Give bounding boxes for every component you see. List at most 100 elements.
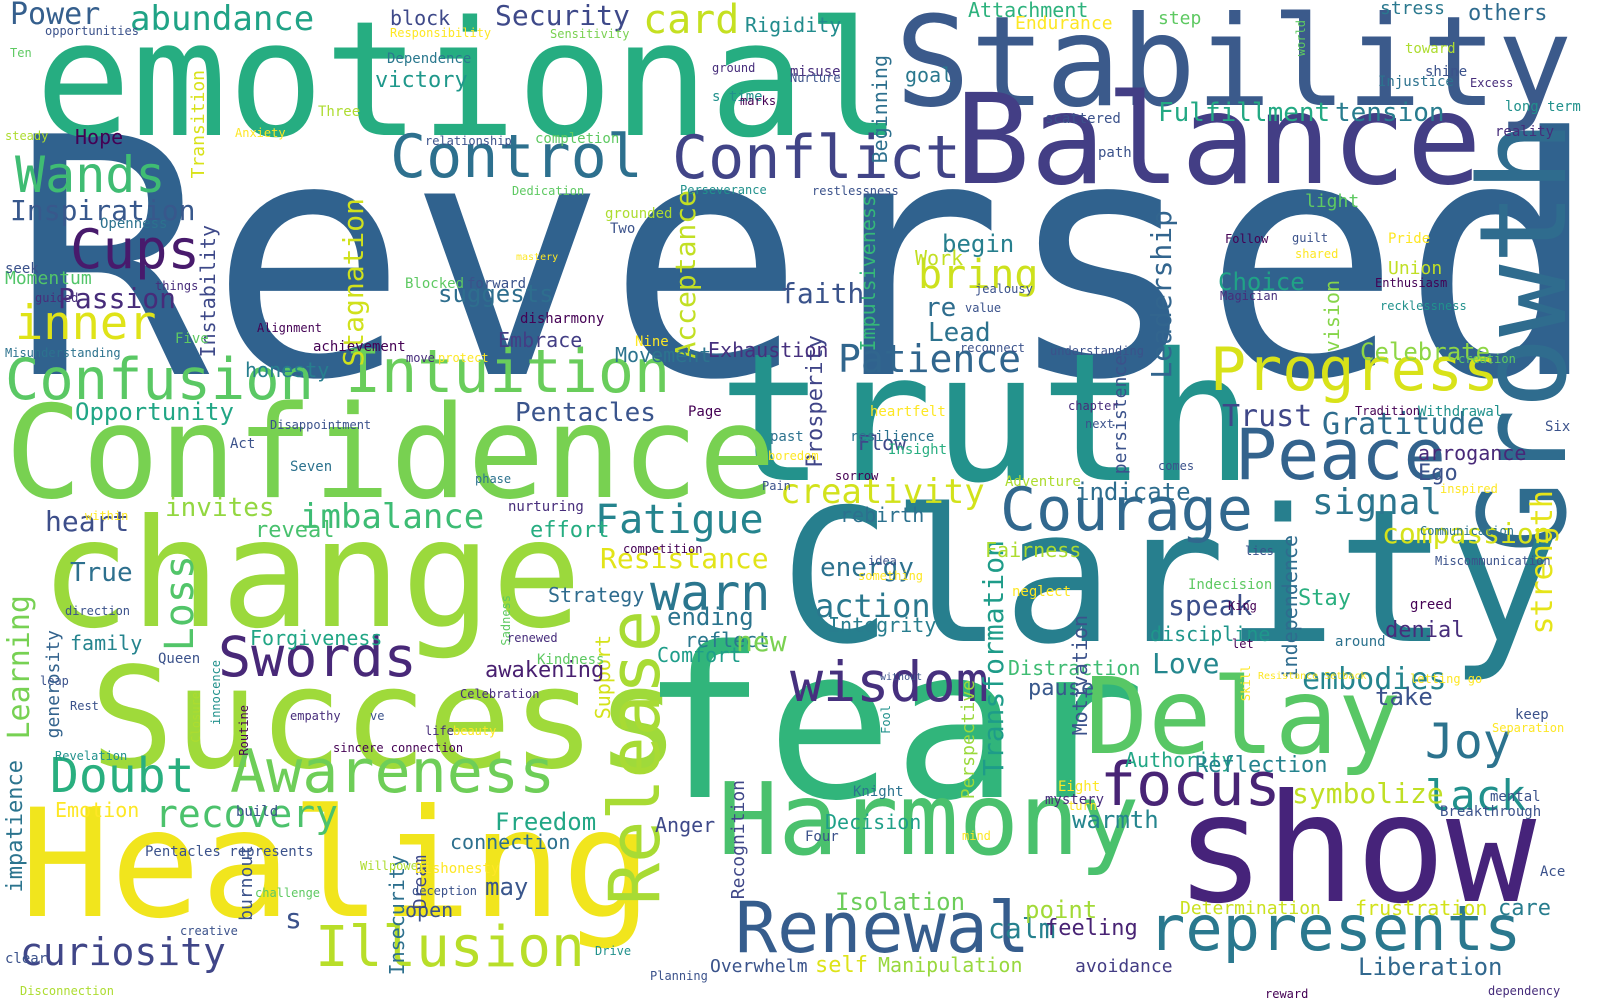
word-keep: keep (1515, 707, 1549, 723)
word-knight: Knight (853, 784, 904, 800)
word-healing: Healing (20, 778, 653, 952)
word-fulfillment: Fulfillment (1158, 98, 1331, 128)
word-scattered: scattered (1045, 111, 1121, 127)
word-ego: Ego (1418, 461, 1458, 486)
word-vision: vision (1320, 280, 1344, 353)
word-suggests: suggests (438, 280, 554, 308)
word-communication: Communication (1420, 524, 1514, 538)
word-invites: invites (165, 493, 275, 523)
word-grounded: grounded (605, 206, 673, 222)
word-mystery: mystery (1045, 792, 1105, 808)
word-cups: Cups (70, 218, 201, 281)
word-guided: guided (35, 291, 79, 305)
word-harmony: Harmony (718, 761, 1140, 878)
word-beginning: Beginning (868, 55, 892, 164)
word-page: Page (688, 404, 722, 420)
word-something: something (858, 569, 924, 583)
word-six: Six (1545, 419, 1571, 435)
word-light: light (1305, 191, 1360, 212)
word-emotional: emotional (35, 0, 902, 173)
word-manipulation: Manipulation (878, 953, 1023, 977)
word-decision: Decision (825, 810, 922, 834)
word-exhaustion: Exhaustion (708, 338, 829, 362)
word-swords: Swords (218, 625, 417, 689)
word-renewal: Renewal (735, 887, 1031, 969)
word-awareness: Awareness (230, 737, 556, 807)
word-rest: Rest (70, 699, 99, 713)
word-nurturing: nurturing (508, 499, 584, 515)
word-persistence: persistence (1110, 355, 1131, 475)
word-feeling: feeling (1045, 916, 1138, 941)
word-choice: Choice (1218, 268, 1305, 296)
word-seek: seek (5, 261, 39, 277)
word-denial: denial (1385, 618, 1465, 643)
word-warmth: warmth (1072, 806, 1159, 834)
word-honesty: honesty (245, 358, 330, 382)
word-power: Power (10, 0, 101, 32)
word-success: Success (90, 638, 681, 801)
word-ace: Ace (1540, 864, 1566, 880)
word-creative: creative (180, 924, 238, 938)
word-illusion: Illusion (315, 915, 585, 980)
word-block: block (390, 6, 451, 30)
word-enthusiasm: Enthusiasm (1375, 276, 1448, 290)
word-kindness: Kindness (537, 652, 605, 668)
word-leap: leap (40, 674, 69, 688)
word-four: Four (805, 829, 839, 845)
word-inner: inner (15, 296, 157, 351)
word-fear: fear (640, 602, 1146, 847)
word-passion: Passion (58, 282, 177, 315)
word-two: Two (610, 221, 636, 237)
word-fatigue: Fatigue (595, 497, 764, 543)
word-dishonesty: Dishonesty (415, 861, 500, 877)
word-completion: completion (535, 131, 620, 147)
word-misuse: misuse (790, 64, 841, 80)
word-show: show (1175, 763, 1537, 937)
word-recklessness: recklessness (1380, 299, 1467, 313)
word-trust: Trust (1222, 399, 1313, 434)
word-reward: reward (1265, 987, 1309, 1000)
word-reversed: Reversed (10, 68, 1600, 452)
word-change: change (40, 488, 582, 662)
word-dedication: Dedication (512, 184, 585, 198)
word-represents: represents (1148, 892, 1522, 965)
word-celebrate: Celebrate (1360, 338, 1491, 366)
word-warn: warn (650, 564, 771, 622)
word-disconnection: Disconnection (20, 984, 114, 998)
word-integrity: Integrity (828, 613, 937, 637)
word-movement: Movement (615, 343, 712, 367)
word-creativity: creativity (780, 472, 985, 512)
word-dependency: dependency (1488, 984, 1561, 998)
word-five: Five (175, 331, 209, 347)
word-conflict: Conflict (672, 123, 961, 193)
word-mental: mental (1490, 789, 1541, 805)
word-awakening: awakening (485, 658, 605, 683)
word-s-time: s time (712, 89, 763, 105)
word-overwhelm: Overwhelm (710, 956, 808, 977)
word-misunderstanding: Misunderstanding (5, 346, 121, 360)
word-peace: Peace (1235, 414, 1446, 496)
word-reflection: Reflection (1195, 753, 1328, 778)
word-stress: stress (1380, 0, 1446, 19)
word-anxiety: Anxiety (235, 126, 286, 140)
word-indecision: Indecision (1188, 577, 1273, 593)
word-understanding: understanding (1050, 344, 1144, 358)
word-resilience: resilience (850, 429, 935, 445)
word-truth: truth (718, 315, 1254, 522)
word-stability: Stability (895, 0, 1573, 135)
word-embodies: embodies (1302, 662, 1447, 697)
word-abundance: abundance (130, 0, 315, 39)
word-progress: Progress (1210, 335, 1499, 405)
word-recognition: Recognition (728, 780, 749, 900)
word-symbolize: symbolize (1292, 777, 1444, 810)
word-point: point (1025, 896, 1098, 924)
word-forward: forward (467, 276, 527, 292)
word-perspective: Perspective (958, 680, 979, 800)
word-new: new (736, 625, 787, 658)
word-signal: signal (1312, 482, 1443, 523)
word-may: may (485, 873, 529, 901)
word-patience: Patience (838, 337, 1022, 381)
word-leadership: Leadership (1145, 210, 1178, 379)
word-discipline: discipline (1150, 622, 1271, 646)
